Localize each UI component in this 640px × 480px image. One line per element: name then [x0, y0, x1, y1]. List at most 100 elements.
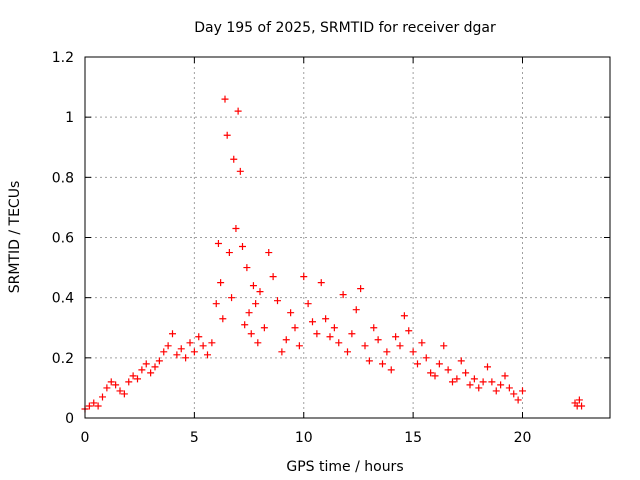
data-point: [125, 378, 133, 386]
data-point: [444, 366, 452, 374]
data-point: [278, 348, 286, 356]
data-point: [265, 249, 273, 257]
data-point: [365, 357, 373, 365]
data-point: [295, 342, 303, 350]
y-tick-label: 1: [65, 110, 74, 126]
data-point: [475, 384, 483, 392]
data-point: [247, 330, 255, 338]
data-point: [134, 375, 141, 383]
data-point: [177, 345, 185, 353]
data-point: [505, 384, 513, 392]
data-point: [228, 294, 236, 302]
data-point: [234, 107, 242, 115]
data-point: [317, 279, 325, 287]
data-point: [155, 357, 163, 365]
data-point: [221, 95, 229, 103]
data-point: [90, 399, 98, 407]
data-point: [326, 333, 334, 341]
y-tick-label: 1.2: [52, 50, 74, 66]
data-point: [236, 167, 244, 175]
data-point: [85, 402, 93, 410]
data-point: [186, 339, 194, 347]
data-point: [309, 318, 316, 326]
data-point: [335, 339, 343, 347]
data-point: [304, 300, 312, 308]
data-point: [190, 348, 198, 356]
data-point: [291, 324, 299, 332]
data-point: [352, 306, 360, 314]
data-point: [409, 348, 417, 356]
data-point: [344, 348, 351, 356]
data-point: [339, 291, 347, 299]
data-point: [435, 360, 443, 368]
data-point: [414, 360, 421, 368]
data-point: [418, 339, 426, 347]
data-point: [427, 369, 435, 377]
data-point: [357, 285, 365, 293]
data-point: [300, 273, 308, 281]
data-point: [243, 264, 251, 272]
data-point: [379, 360, 386, 368]
y-tick-label: 0: [65, 411, 74, 427]
data-point: [282, 336, 290, 344]
data-point: [164, 342, 172, 350]
data-point: [575, 396, 583, 404]
x-tick-label: 20: [514, 430, 532, 446]
data-point: [94, 402, 102, 410]
data-point: [160, 348, 168, 356]
data-point: [260, 324, 268, 332]
data-point: [578, 402, 586, 410]
y-tick-label: 0.4: [52, 291, 74, 307]
data-point: [492, 387, 500, 395]
data-point: [269, 273, 277, 281]
data-point: [449, 378, 456, 386]
data-point: [519, 387, 526, 395]
data-point: [254, 339, 262, 347]
data-point: [195, 333, 203, 341]
y-axis-label: SRMTID / TECUs: [7, 181, 23, 294]
data-point: [287, 309, 295, 317]
data-point: [405, 327, 413, 335]
data-point: [387, 366, 395, 374]
x-axis-label: GPS time / hours: [286, 459, 403, 475]
data-point: [510, 390, 518, 398]
data-point: [241, 321, 249, 329]
data-point: [208, 339, 216, 347]
data-point: [361, 342, 369, 350]
data-point: [99, 393, 106, 401]
data-point: [252, 300, 260, 308]
data-point: [249, 282, 257, 290]
data-points: [81, 95, 586, 413]
data-point: [214, 240, 222, 248]
data-point: [330, 324, 338, 332]
data-point: [129, 372, 137, 380]
data-point: [147, 369, 155, 377]
data-point: [374, 336, 382, 344]
y-tick-label: 0.6: [52, 231, 74, 247]
data-point: [225, 249, 233, 257]
data-point: [497, 381, 505, 389]
data-point: [348, 330, 356, 338]
data-point: [313, 330, 321, 338]
grid-lines: [85, 57, 610, 418]
data-point: [256, 288, 264, 296]
data-point: [453, 375, 461, 383]
x-tick-label: 0: [81, 430, 90, 446]
x-tick-label: 10: [295, 430, 313, 446]
data-point: [370, 324, 378, 332]
data-point: [422, 354, 430, 362]
data-point: [142, 360, 150, 368]
data-point: [112, 381, 120, 389]
data-point: [173, 351, 181, 359]
data-point: [274, 297, 281, 305]
data-point: [204, 351, 211, 359]
data-point: [120, 390, 128, 398]
data-point: [457, 357, 465, 365]
x-axis-ticks: 0 5 10 15 20: [81, 57, 532, 446]
x-tick-label: 15: [404, 430, 422, 446]
x-tick-label: 5: [190, 430, 199, 446]
data-point: [169, 330, 176, 338]
data-point: [217, 279, 225, 287]
data-point: [182, 354, 190, 362]
data-point: [223, 131, 231, 139]
